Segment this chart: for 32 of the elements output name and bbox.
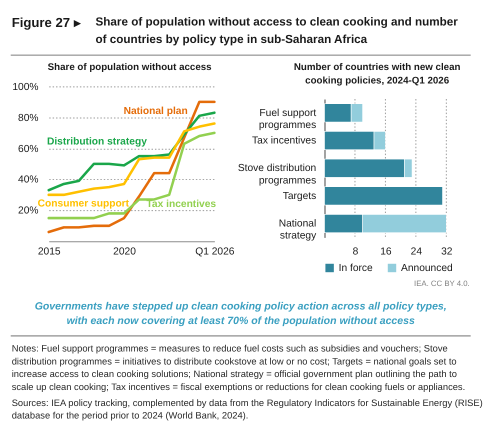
legend-label: In force — [338, 262, 374, 274]
x-tick-label: 8 — [352, 246, 359, 258]
bar — [324, 186, 443, 206]
y-tick-label: 20% — [18, 206, 38, 217]
x-tick-label: 16 — [380, 246, 392, 258]
chart-title: Share of population without access — [48, 62, 212, 73]
x-tick-label: Q1 2026 — [195, 246, 235, 258]
line-series — [47, 122, 216, 196]
x-tick-label: 24 — [410, 246, 422, 258]
x-tick-label: 32 — [441, 246, 453, 258]
y-tick-label: 60% — [18, 144, 38, 155]
source-note: Sources: IEA policy tracking, complemented by data from the Regulatory Indicators for Sustainable Energy (RISE) database for the period prior to 2024 (World Bank, 2024). — [12, 398, 483, 421]
x-tick-label: 2015 — [38, 246, 61, 258]
series-label: Consumer support — [38, 198, 130, 210]
y-tick-label: 80% — [18, 112, 38, 124]
y-tick-label: Targets — [282, 190, 316, 202]
y-tick-label: Stove distribution programmes — [238, 163, 317, 186]
y-tick-label: Fuel support programmes — [258, 108, 316, 131]
y-tick-label: 40% — [18, 174, 38, 186]
x-tick-label: 2020 — [113, 246, 136, 258]
y-tick-label: Tax incentives — [252, 135, 316, 146]
series-label: National plan — [124, 106, 188, 118]
caption: Figure 27 ▸ — [12, 14, 82, 30]
chart-title: Number of countries with new clean cooking policies, 2024-Q1 2026 — [294, 62, 460, 86]
y-tick-label: National strategy — [278, 218, 318, 242]
text: Governments have stepped up clean cooking policy action across all policy types, with each now covering at least 70% of the population without access — [34, 300, 447, 328]
text: IEA. CC BY 4.0. — [414, 279, 470, 288]
text: Notes: Fuel support programmes = measures to reduce fuel costs such as subsidies and vouchers; Stove distribution programmes = initiatives to distribute cookstove at low or no cost; Targets = national goals set to increase access to clean cooking solutions; National strategy = official government plan outlining the path to scale up clean cooking; Tax incentives = fiscal exemptions or reductions for clean cooking fuels or appliances. — [12, 343, 466, 392]
legend-label: Announced — [401, 262, 454, 274]
y-tick-label: 100% — [12, 82, 38, 93]
text: Share of population without access to clean cooking and number of countries by policy type in sub-Saharan Africa — [96, 15, 458, 46]
series-label: Distribution strategy — [46, 136, 148, 148]
